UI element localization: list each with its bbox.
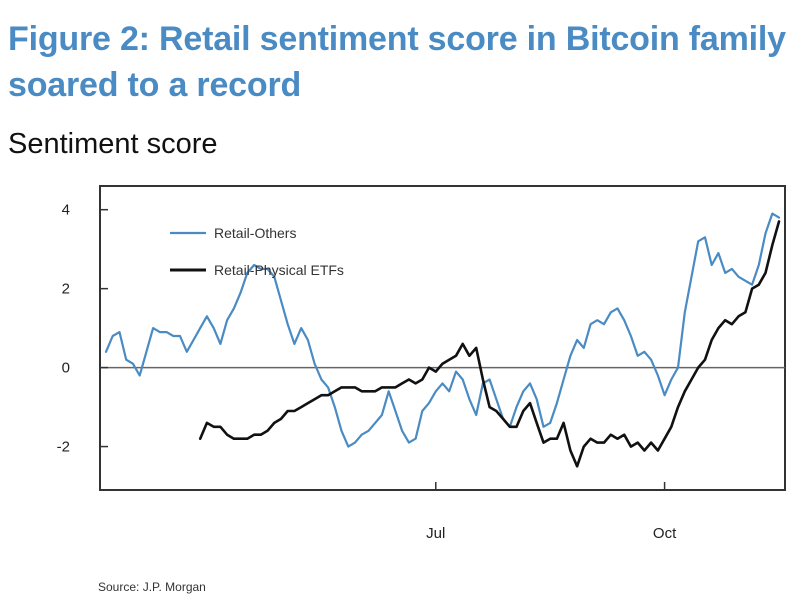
plot-frame xyxy=(99,185,786,491)
legend-label: Retail-Others xyxy=(214,225,296,241)
series-line-retail-physical-etfs xyxy=(198,220,781,468)
source-note: Source: J.P. Morgan xyxy=(98,580,206,594)
x-tick-label: Oct xyxy=(653,525,677,542)
y-tick-label: 4 xyxy=(62,202,70,219)
legend-label: Retail-Physical ETFs xyxy=(214,262,344,278)
y-tick-label: 2 xyxy=(62,281,70,298)
y-tick-label: -2 xyxy=(57,439,70,456)
y-axis-label: Sentiment score xyxy=(8,128,218,160)
y-tick-label: 0 xyxy=(62,360,70,377)
x-tick-label: Jul xyxy=(426,525,445,542)
figure-title: Figure 2: Retail sentiment score in Bitc… xyxy=(8,20,786,104)
series-line-retail-others xyxy=(104,212,781,448)
